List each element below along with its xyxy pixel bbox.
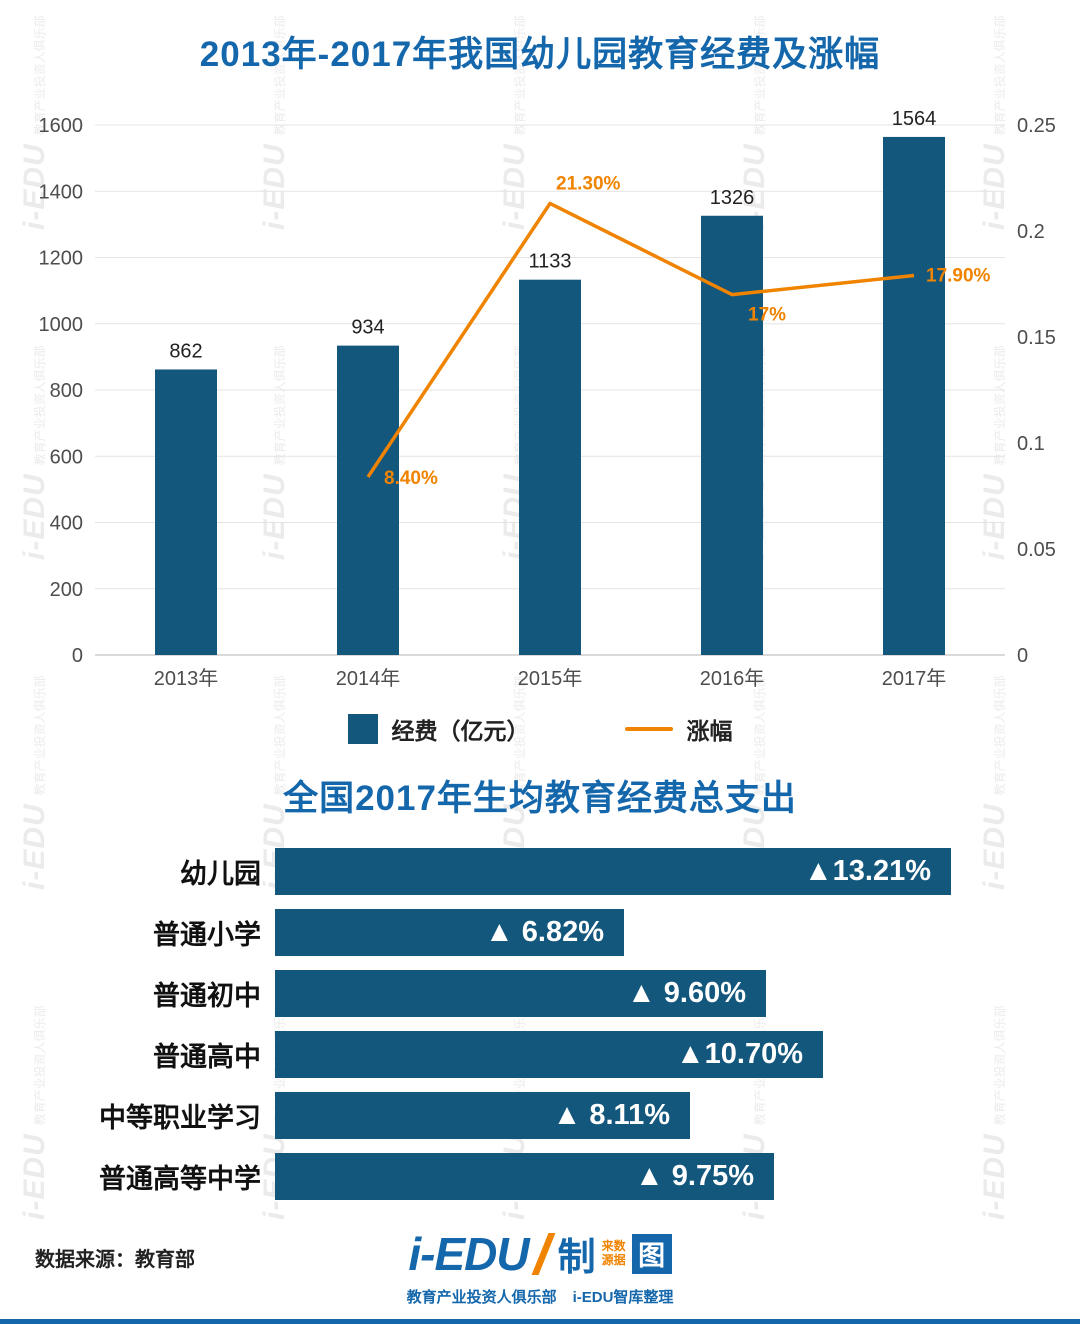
svg-text:400: 400 [50,513,83,535]
legend-line-label: 涨幅 [686,718,733,744]
hbar-chart: 幼儿园 ▲13.21% 普通小学 ▲ 6.82% 普通初中 ▲ 9.60% 普通高中 ▲10.… [25,848,1055,1214]
logo-row: i-EDU 制 来数 源据 图 [408,1226,672,1281]
hbar-category-label: 普通高等中学 [99,1164,261,1194]
svg-text:934: 934 [351,317,384,339]
hbar-category-label: 中等职业学习 [99,1103,261,1133]
hbar-row: 普通高等中学 ▲ 9.75% [25,1153,1055,1200]
svg-text:17.90%: 17.90% [926,266,991,287]
bar-series-swatch [347,714,378,744]
hbar-value-label: ▲ 6.82% [485,916,604,948]
logo-zhi-char: 制 [557,1237,596,1279]
logo-small-bottom: 源据 [601,1252,626,1267]
hbar-value-label: ▲ 8.11% [552,1099,670,1131]
svg-text:0: 0 [1017,645,1028,667]
legend-item-line: 涨幅 [624,712,733,746]
logo-tagline-left: 教育产业投资人俱乐部 [406,1289,557,1306]
logo-small-stack: 来数 源据 [601,1238,626,1268]
hbar-category-label: 幼儿园 [180,859,261,889]
hbar-row: 中等职业学习 ▲ 8.11% [25,1092,1055,1139]
logo-iedu-text: i-EDU [408,1227,529,1280]
hbar-value-label: ▲ 9.60% [627,977,746,1009]
svg-text:17%: 17% [748,305,786,326]
svg-text:1600: 1600 [39,115,84,137]
combo-chart-title: 2013年-2017年我国幼儿园教育经费及涨幅 [199,35,881,74]
legend-bar-label: 经费（亿元） [391,718,530,744]
svg-text:0.2: 0.2 [1017,221,1045,243]
svg-text:600: 600 [50,446,83,468]
svg-text:2017年: 2017年 [882,667,947,690]
svg-text:0.1: 0.1 [1017,433,1045,455]
logo-slash-icon [531,1232,556,1275]
line-series-swatch [624,727,673,731]
combo-chart: 0 200 400 600 800 1000 1200 1400 1600 0 0.05 0.1 0.1… [39,108,1056,690]
svg-text:1000: 1000 [39,314,84,336]
logo-tagline-right: i-EDU智库整理 [572,1289,674,1306]
hbar-value-label: ▲ 9.75% [635,1160,754,1192]
logo-small-top: 来数 [601,1238,626,1253]
svg-text:1200: 1200 [39,248,84,270]
svg-text:800: 800 [50,380,83,402]
hbar-bar: ▲ 6.82% [275,909,624,956]
svg-text:1326: 1326 [710,187,755,209]
legend-item-bar: 经费（亿元） [347,712,530,746]
logo-tagline: 教育产业投资人俱乐部 i-EDU智库整理 [407,1286,674,1307]
hbar-category-label: 普通高中 [153,1042,261,1072]
hbar-category-label: 普通小学 [153,920,261,950]
logo-tu-badge: 图 [631,1233,672,1274]
legend: 经费（亿元） 涨幅 [0,712,1080,746]
svg-text:1133: 1133 [528,251,571,273]
hbar-row: 幼儿园 ▲13.21% [25,848,1055,895]
svg-text:2015年: 2015年 [518,667,583,690]
svg-text:200: 200 [50,579,83,601]
hbar-value-label: ▲13.21% [803,855,931,887]
hbar-value-label: ▲10.70% [675,1038,803,1070]
svg-text:1400: 1400 [39,181,84,203]
data-source-note: 数据来源：教育部 [35,1249,195,1271]
svg-text:0.05: 0.05 [1017,539,1056,561]
svg-text:0: 0 [72,645,83,667]
hbar-bar: ▲13.21% [275,848,951,895]
hbar-bar: ▲ 8.11% [275,1092,690,1139]
svg-text:862: 862 [169,340,202,362]
svg-text:1564: 1564 [892,108,937,130]
iedu-logo: i-EDU 制 来数 源据 图 教育产业投资人俱乐部 i-EDU智库整理 [0,1226,1080,1307]
svg-text:2016年: 2016年 [700,667,765,690]
bottom-accent-line [0,1319,1080,1324]
hbar-row: 普通高中 ▲10.70% [25,1031,1055,1078]
svg-text:0.25: 0.25 [1017,115,1056,137]
svg-text:21.30%: 21.30% [556,173,621,194]
hbar-category-label: 普通初中 [153,981,261,1011]
svg-text:8.40%: 8.40% [384,468,438,489]
hbar-bar: ▲ 9.60% [275,970,766,1017]
hbar-row: 普通初中 ▲ 9.60% [25,970,1055,1017]
hbar-row: 普通小学 ▲ 6.82% [25,909,1055,956]
hbar-bar: ▲ 9.75% [275,1153,774,1200]
svg-text:2013年: 2013年 [154,667,219,690]
hbar-bar: ▲10.70% [275,1031,823,1078]
hbar-chart-title: 全国2017年生均教育经费总支出 [283,779,797,818]
svg-text:2014年: 2014年 [336,667,401,690]
svg-text:0.15: 0.15 [1017,327,1056,349]
